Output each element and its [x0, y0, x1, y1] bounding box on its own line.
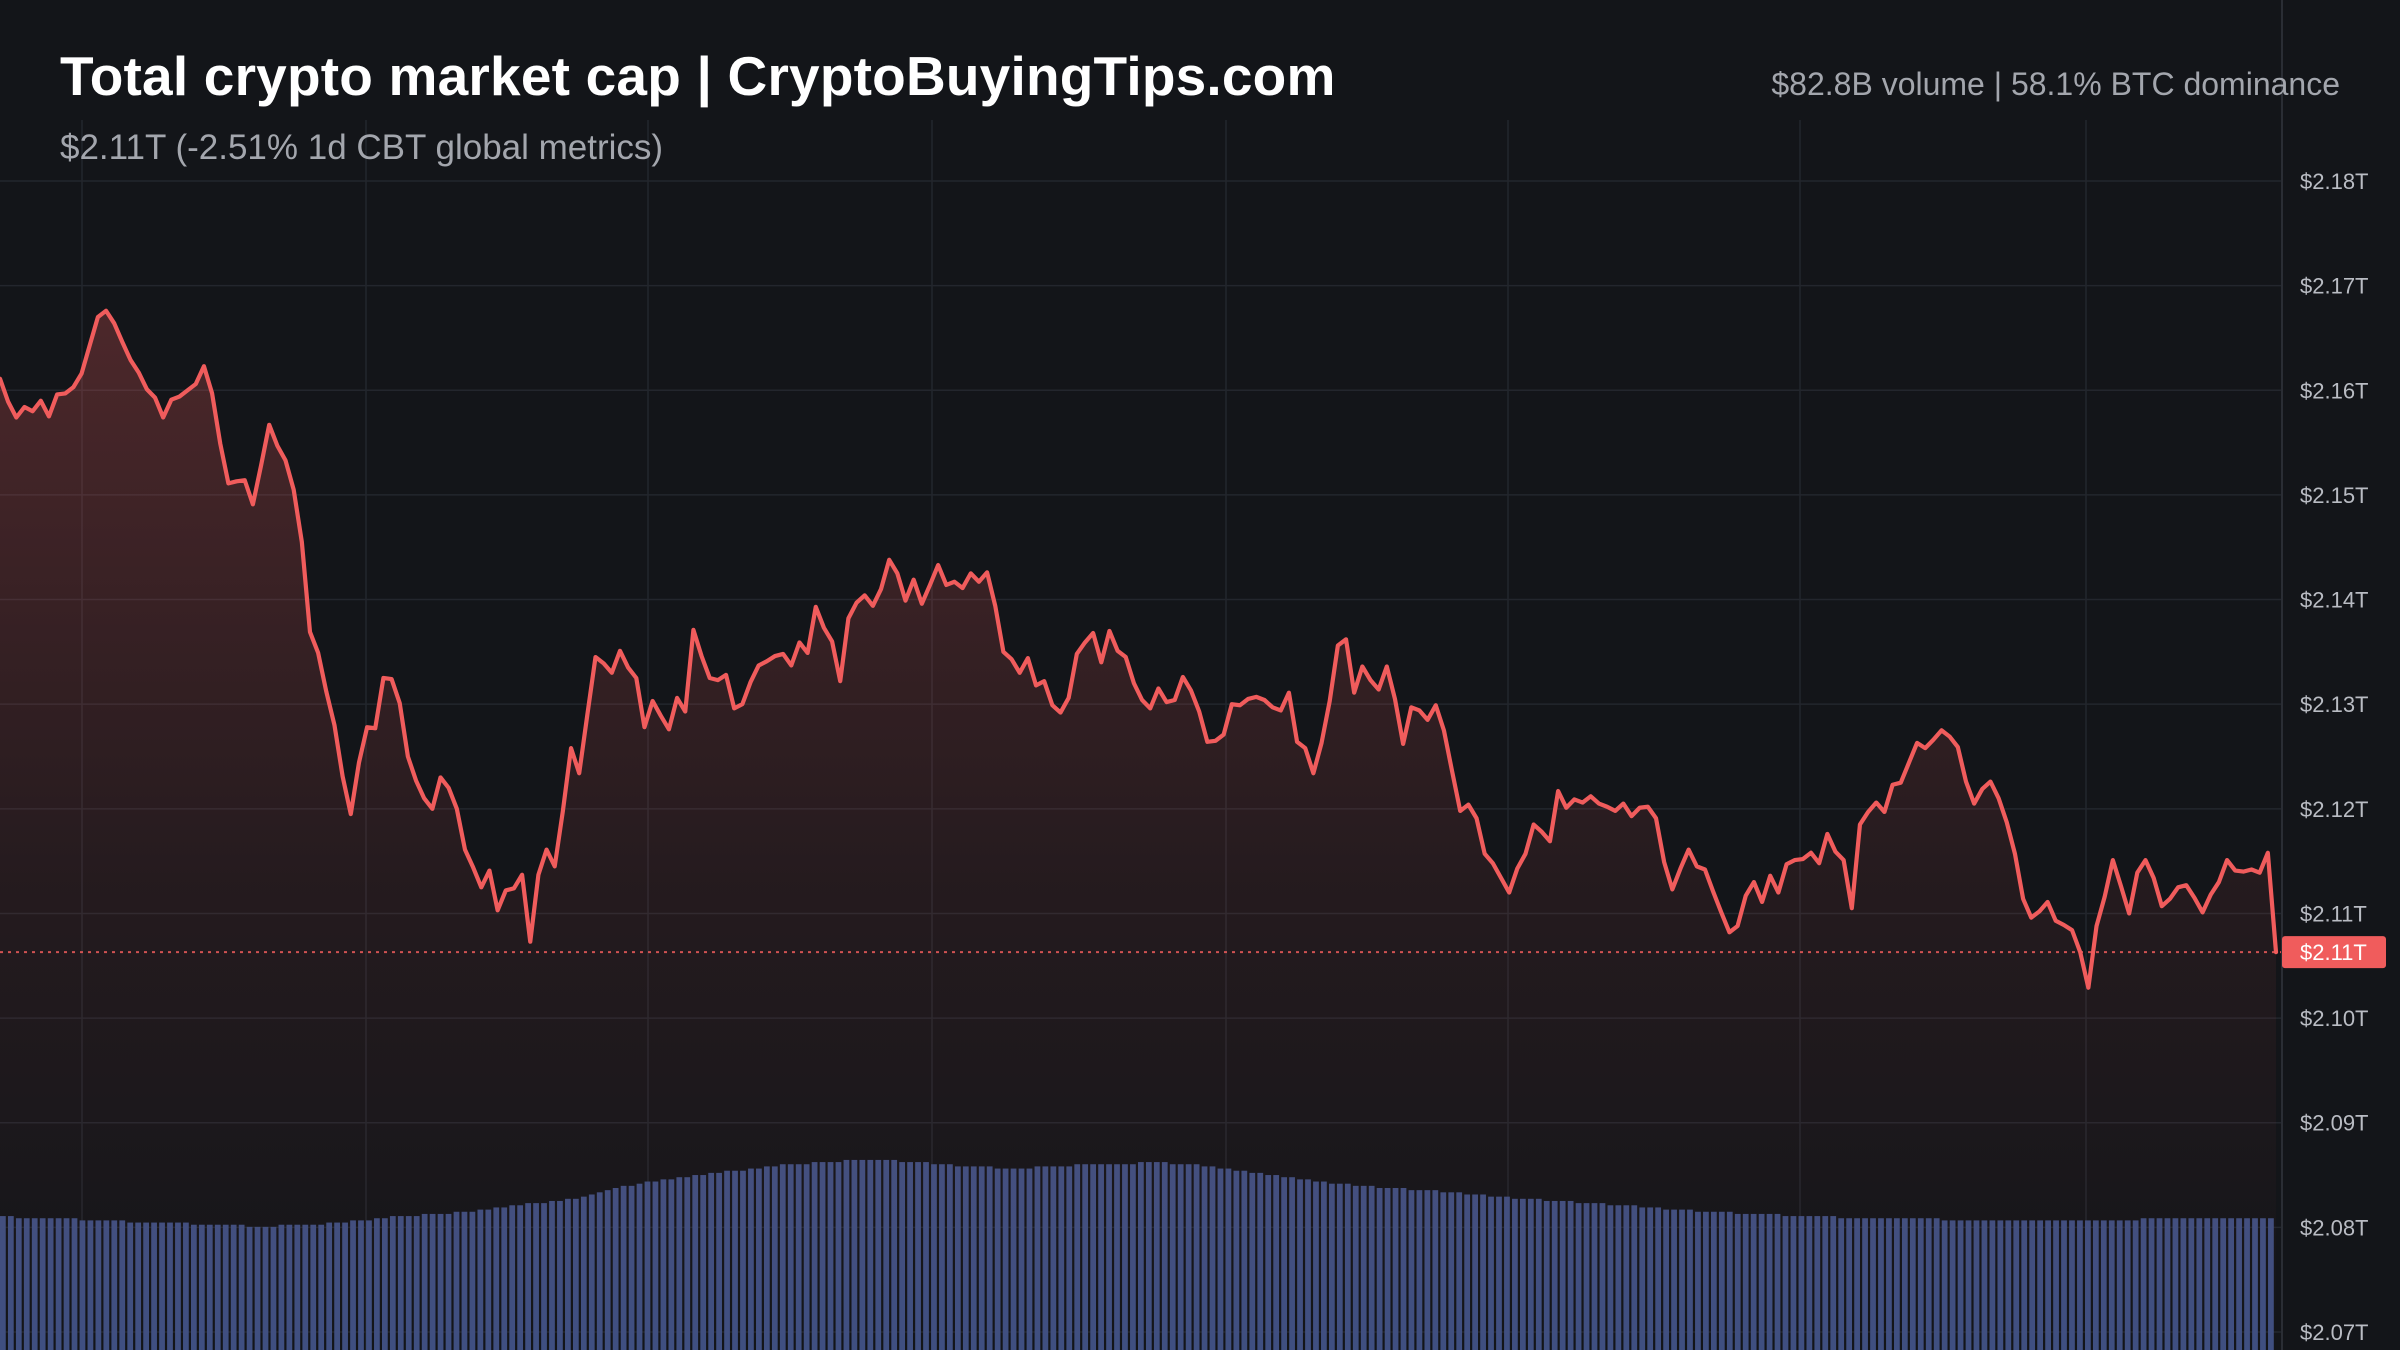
last-price-badge-bg — [2282, 936, 2386, 969]
last-price-label: $2.11T — [2300, 940, 2367, 965]
price-line — [0, 308, 2279, 990]
price-axis[interactable]: $2.18T $2.17T $2.16T $2.15T $2.14T $2.13T $2.1… — [2282, 169, 2386, 1345]
y-tick-label: $2.08T — [2300, 1215, 2369, 1240]
y-tick-label: $2.14T — [2300, 588, 2369, 613]
y-tick-label: $2.12T — [2300, 797, 2369, 822]
y-tick-label: $2.15T — [2300, 483, 2369, 508]
y-tick-label: $2.11T — [2300, 901, 2367, 926]
y-tick-label: $2.17T — [2300, 274, 2369, 299]
last-price-badge: $2.11T — [2282, 936, 2386, 969]
y-tick-label: $2.09T — [2300, 1111, 2369, 1136]
y-tick-label: $2.10T — [2300, 1006, 2369, 1031]
y-tick-label: $2.18T — [2300, 169, 2369, 194]
price-series — [0, 308, 2282, 1350]
price-area — [0, 310, 2276, 1350]
y-tick-label: $2.13T — [2300, 692, 2369, 717]
y-tick-label: $2.16T — [2300, 378, 2369, 403]
y-tick-label: $2.07T — [2300, 1320, 2369, 1345]
